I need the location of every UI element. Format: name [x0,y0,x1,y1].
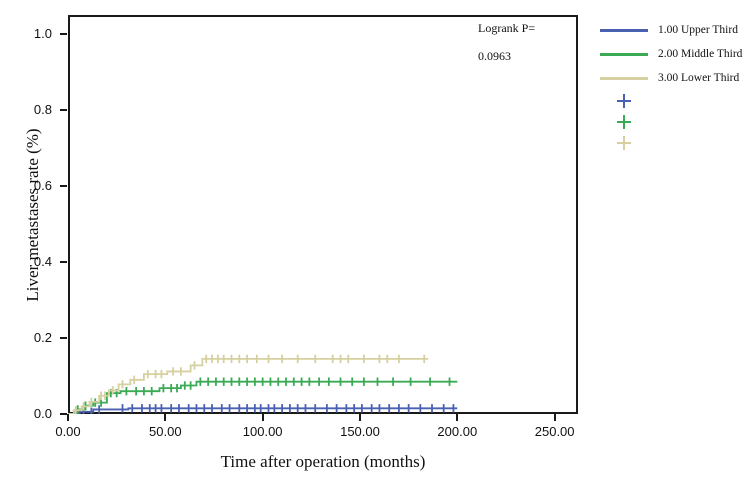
series-3 [68,354,429,414]
legend-line-swatch [600,28,648,32]
y-tick-label: 0.0 [33,406,52,421]
y-tick-mark [60,109,67,111]
logrank-annotation: Logrank P= 0.0963 [478,22,535,78]
x-tick-mark [358,414,361,421]
x-tick-mark [261,414,264,421]
y-tick-mark [60,261,67,263]
y-tick-label: 0.6 [33,178,52,193]
x-tick-label: 150.00 [340,424,380,439]
legend-label: 2.00 Middle Third [658,48,743,60]
plus-icon [600,134,648,152]
legend-censor-entry-2[interactable] [600,111,750,132]
x-tick-mark [456,414,459,421]
plot-canvas [68,354,458,414]
logrank-label: Logrank P= [478,21,536,35]
legend-censor-entry-3[interactable] [600,132,750,153]
step-curve [68,358,429,414]
censor-markers [74,354,426,414]
step-curve [68,407,458,414]
legend-entry-1[interactable]: 1.00 Upper Third [600,18,750,42]
y-axis-title: Liver metastases rate (%) [23,128,42,302]
x-axis-title: Time after operation (months) [220,452,426,471]
y-tick-mark [60,185,67,187]
y-tick-label: 0.2 [33,330,52,345]
plot-frame [68,15,578,414]
legend-censor-entry-1[interactable] [600,90,750,111]
x-tick-label: 100.00 [242,424,283,439]
y-tick-mark [60,337,67,339]
y-tick-mark [60,33,67,35]
y-tick-label: 1.0 [33,26,52,41]
legend-entry-2[interactable]: 2.00 Middle Third [600,42,750,66]
x-tick-label: 250.00 [534,424,575,439]
y-tick-mark [60,413,67,415]
plus-icon [600,113,648,131]
y-tick-label: 0.4 [33,254,52,269]
legend-label: 1.00 Upper Third [658,24,738,36]
legend-line-swatch [600,76,648,80]
x-tick-label: 50.00 [149,424,182,439]
legend-line-swatch [600,52,648,56]
x-tick-label: 200.00 [437,424,478,439]
plus-icon [600,92,648,110]
legend-entry-3[interactable]: 3.00 Lower Third [600,66,750,90]
series-1 [68,404,458,414]
logrank-value: 0.0963 [478,49,511,63]
x-tick-label: 0.00 [55,424,81,439]
y-tick-label: 0.8 [33,102,52,117]
legend: 1.00 Upper Third 2.00 Middle Third 3.00 Lo… [600,18,750,153]
x-tick-mark [553,414,556,421]
x-tick-mark [164,414,167,421]
legend-label: 3.00 Lower Third [658,72,740,84]
x-tick-mark [67,414,69,421]
